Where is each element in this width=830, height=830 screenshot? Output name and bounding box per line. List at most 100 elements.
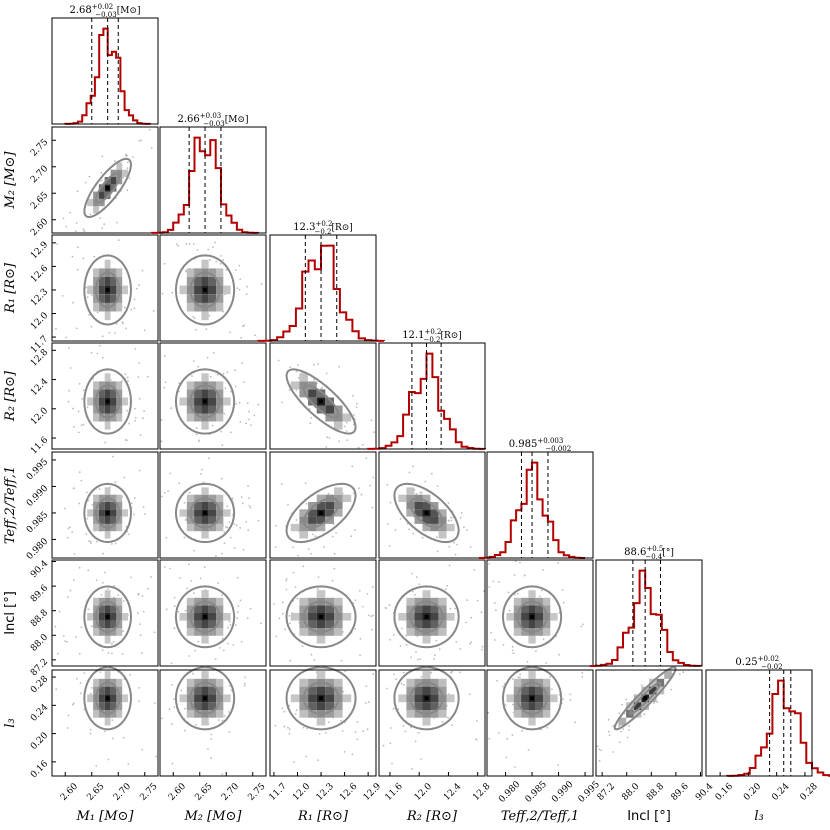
sample-point bbox=[420, 491, 423, 494]
density-cell bbox=[110, 523, 117, 532]
sample-point bbox=[295, 370, 298, 373]
sample-point bbox=[163, 386, 166, 389]
sample-point bbox=[125, 327, 128, 330]
sample-point bbox=[58, 610, 61, 613]
sample-point bbox=[393, 673, 395, 676]
sample-point bbox=[177, 245, 180, 247]
sample-point bbox=[254, 334, 256, 337]
density-cell bbox=[110, 509, 117, 517]
density-cell bbox=[93, 302, 99, 312]
sample-point bbox=[127, 763, 130, 765]
sample-point bbox=[228, 685, 231, 687]
density-cell bbox=[208, 678, 216, 687]
density-cell bbox=[93, 413, 99, 422]
density-cell bbox=[98, 413, 105, 422]
density-cell bbox=[116, 686, 123, 695]
sample-point bbox=[302, 726, 305, 729]
sample-point bbox=[79, 682, 82, 684]
sample-point bbox=[411, 767, 414, 770]
sample-point bbox=[412, 532, 415, 535]
sample-point bbox=[235, 524, 238, 526]
sample-point bbox=[78, 502, 81, 505]
sample-point bbox=[294, 713, 297, 715]
sample-point bbox=[549, 675, 551, 678]
density-cell bbox=[194, 523, 202, 532]
density-cell bbox=[110, 613, 117, 621]
peak-marker bbox=[319, 614, 324, 619]
density-cell bbox=[422, 686, 431, 695]
sample-point bbox=[55, 688, 58, 691]
peak-marker bbox=[203, 696, 208, 701]
sample-point bbox=[243, 324, 246, 327]
sample-point bbox=[325, 446, 328, 448]
contour-2sigma bbox=[83, 368, 133, 435]
sample-point bbox=[128, 422, 130, 425]
sample-point bbox=[66, 727, 69, 729]
sample-point bbox=[101, 155, 104, 158]
contour-2sigma bbox=[285, 482, 357, 544]
sample-point bbox=[370, 419, 373, 422]
sample-point bbox=[441, 720, 444, 723]
sample-point bbox=[223, 531, 226, 533]
density-cell bbox=[104, 620, 111, 629]
density-cell bbox=[216, 413, 224, 422]
density-cell bbox=[110, 516, 117, 524]
density-cell bbox=[208, 597, 216, 606]
density-cell bbox=[186, 494, 195, 502]
sample-point bbox=[221, 594, 223, 597]
sample-point bbox=[90, 540, 92, 543]
density-cell bbox=[521, 628, 529, 636]
density-cell bbox=[93, 620, 99, 629]
density-cell bbox=[98, 605, 105, 613]
sample-point bbox=[317, 576, 320, 578]
sample-point bbox=[163, 566, 166, 568]
sample-point bbox=[121, 653, 124, 655]
sample-point bbox=[230, 390, 233, 393]
x-tick-label: 2.65 bbox=[85, 781, 106, 802]
sample-point bbox=[161, 292, 164, 295]
title-1: 2.66+0.03 −0.03[M⊙] bbox=[178, 112, 249, 128]
density-cell bbox=[438, 709, 447, 718]
sample-point bbox=[78, 471, 81, 474]
sample-point bbox=[295, 709, 298, 712]
density-cell bbox=[299, 620, 308, 629]
density-cell bbox=[116, 516, 123, 524]
sample-point bbox=[78, 382, 81, 385]
sample-point bbox=[402, 671, 405, 674]
sample-point bbox=[183, 501, 186, 504]
sample-point bbox=[139, 623, 141, 625]
density-cell bbox=[342, 413, 352, 422]
sample-point bbox=[123, 306, 126, 309]
contour-1sigma bbox=[189, 271, 221, 309]
density-cell bbox=[535, 678, 543, 687]
density-cell bbox=[208, 686, 216, 695]
sample-point bbox=[417, 658, 419, 661]
density-cell bbox=[521, 686, 529, 695]
x-tick-label: 12.6 bbox=[338, 781, 359, 802]
sample-point bbox=[294, 586, 297, 588]
density-cell bbox=[186, 389, 195, 398]
density-cell bbox=[633, 694, 642, 703]
sample-point bbox=[240, 496, 243, 498]
panel-frame bbox=[51, 669, 159, 777]
density-cell bbox=[438, 531, 447, 539]
sample-point bbox=[56, 243, 59, 245]
density-cell bbox=[194, 678, 202, 687]
sample-point bbox=[193, 549, 195, 552]
sample-point bbox=[421, 536, 424, 539]
sample-point bbox=[304, 482, 307, 484]
density-cell bbox=[308, 516, 317, 524]
sample-point bbox=[163, 355, 166, 357]
density-cell bbox=[208, 405, 216, 414]
sample-point bbox=[436, 550, 439, 553]
density-cell bbox=[201, 502, 209, 510]
sample-point bbox=[354, 628, 357, 630]
x-tick-label: 11.7 bbox=[268, 781, 289, 802]
sample-point bbox=[163, 262, 166, 265]
sample-point bbox=[202, 481, 205, 484]
density-cell bbox=[316, 620, 326, 629]
sample-point bbox=[138, 139, 141, 142]
sample-point bbox=[362, 730, 364, 733]
sample-point bbox=[388, 545, 391, 547]
